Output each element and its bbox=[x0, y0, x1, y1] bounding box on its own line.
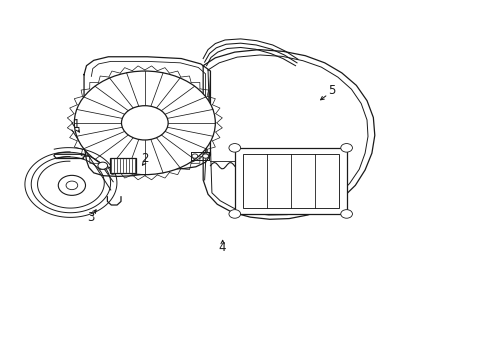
Circle shape bbox=[66, 181, 78, 190]
Circle shape bbox=[192, 154, 198, 158]
Text: 4: 4 bbox=[219, 241, 226, 255]
Bar bbox=[234, 148, 346, 214]
Circle shape bbox=[121, 106, 168, 140]
Bar bbox=[109, 158, 136, 173]
Circle shape bbox=[228, 210, 240, 218]
Circle shape bbox=[58, 175, 85, 195]
Circle shape bbox=[228, 144, 240, 152]
Bar bbox=[242, 154, 338, 208]
Text: 5: 5 bbox=[327, 84, 335, 97]
Circle shape bbox=[74, 71, 215, 175]
Polygon shape bbox=[203, 50, 374, 219]
Text: 1: 1 bbox=[73, 118, 81, 131]
Text: 3: 3 bbox=[87, 211, 95, 224]
Polygon shape bbox=[84, 57, 210, 176]
Circle shape bbox=[340, 210, 352, 218]
Circle shape bbox=[340, 144, 352, 152]
Text: 2: 2 bbox=[141, 152, 148, 165]
Circle shape bbox=[98, 162, 107, 169]
Circle shape bbox=[202, 154, 208, 158]
